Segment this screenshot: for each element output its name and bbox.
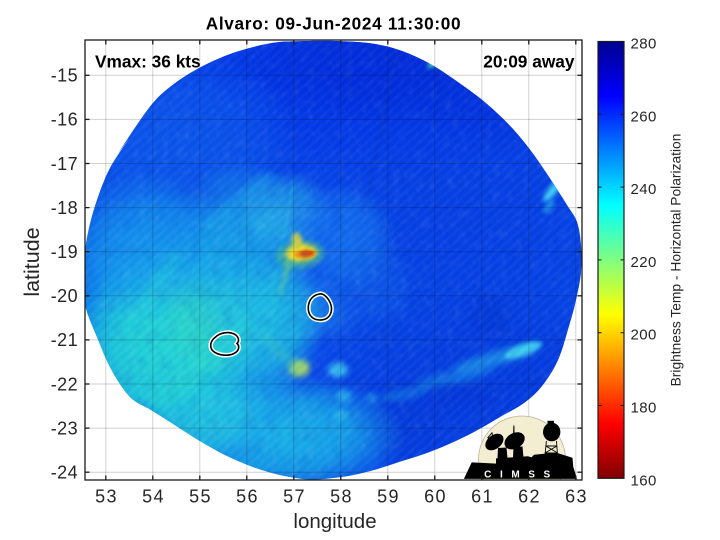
svg-text:-17: -17 [51, 154, 78, 174]
svg-text:61: 61 [471, 487, 494, 507]
svg-text:280: 280 [631, 36, 657, 53]
svg-text:57: 57 [283, 487, 306, 507]
svg-text:53: 53 [95, 487, 118, 507]
svg-text:260: 260 [631, 108, 657, 125]
svg-text:-22: -22 [51, 374, 78, 394]
svg-text:55: 55 [189, 487, 212, 507]
svg-text:20:09 away: 20:09 away [483, 51, 575, 71]
svg-text:-15: -15 [51, 66, 78, 86]
svg-text:-24: -24 [51, 463, 78, 483]
svg-text:longitude: longitude [293, 510, 376, 533]
svg-text:59: 59 [377, 487, 400, 507]
svg-text:56: 56 [236, 487, 259, 507]
svg-text:160: 160 [631, 472, 657, 489]
svg-text:58: 58 [330, 487, 353, 507]
svg-text:60: 60 [424, 487, 447, 507]
svg-text:Vmax: 36 kts: Vmax: 36 kts [95, 51, 201, 71]
svg-text:-19: -19 [51, 242, 78, 262]
svg-text:-21: -21 [51, 330, 78, 350]
svg-text:-16: -16 [51, 110, 78, 130]
svg-text:180: 180 [631, 400, 657, 417]
svg-text:200: 200 [631, 327, 657, 344]
svg-text:220: 220 [631, 254, 657, 271]
svg-text:Brightness Temp - Horizontal P: Brightness Temp - Horizontal Polarizatio… [669, 134, 684, 387]
svg-text:-18: -18 [51, 198, 78, 218]
svg-text:Alvaro: 09-Jun-2024 11:30:00: Alvaro: 09-Jun-2024 11:30:00 [206, 14, 462, 34]
svg-text:-20: -20 [51, 286, 78, 306]
svg-text:62: 62 [518, 487, 541, 507]
svg-text:CIMSS: CIMSS [484, 469, 559, 480]
svg-text:54: 54 [142, 487, 165, 507]
svg-text:63: 63 [565, 487, 588, 507]
svg-text:latitude: latitude [20, 227, 44, 296]
svg-text:240: 240 [631, 181, 657, 198]
svg-text:-23: -23 [51, 418, 78, 438]
